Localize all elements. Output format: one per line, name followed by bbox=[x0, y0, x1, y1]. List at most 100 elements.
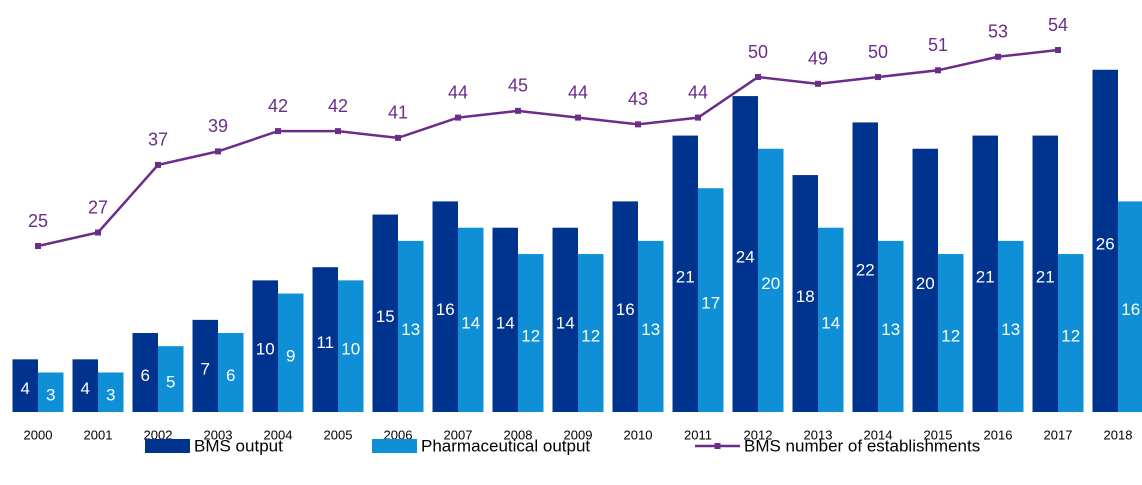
x-tick-label: 2010 bbox=[624, 427, 653, 442]
line-marker bbox=[215, 148, 221, 155]
bar bbox=[972, 135, 998, 412]
line-marker bbox=[35, 243, 41, 250]
data-label: 18 bbox=[796, 287, 815, 306]
data-label: 14 bbox=[556, 313, 575, 332]
bar bbox=[192, 319, 218, 412]
data-label: 42 bbox=[268, 96, 288, 116]
data-label: 43 bbox=[628, 89, 648, 109]
data-label: 44 bbox=[568, 82, 588, 102]
bar bbox=[492, 227, 518, 412]
data-label: 41 bbox=[388, 103, 408, 123]
bar bbox=[998, 240, 1024, 412]
bar bbox=[1058, 254, 1084, 412]
bar bbox=[1092, 69, 1118, 412]
data-label: 22 bbox=[856, 261, 875, 280]
data-label: 15 bbox=[376, 307, 395, 326]
bar bbox=[12, 359, 38, 412]
data-label: 21 bbox=[1036, 267, 1055, 286]
data-label: 51 bbox=[928, 35, 948, 55]
data-label: 10 bbox=[256, 340, 275, 359]
data-label: 50 bbox=[868, 42, 888, 62]
bar bbox=[758, 148, 784, 412]
x-tick-label: 2014 bbox=[864, 427, 893, 442]
x-tick-label: 2000 bbox=[24, 427, 53, 442]
x-tick-label: 2009 bbox=[564, 427, 593, 442]
data-label: 4 bbox=[21, 379, 30, 398]
line-marker bbox=[335, 128, 341, 135]
data-label: 17 bbox=[701, 294, 720, 313]
data-label: 3 bbox=[46, 386, 55, 405]
bar bbox=[732, 96, 758, 413]
legend-label: Pharmaceutical output bbox=[421, 436, 590, 455]
legend-label: BMS output bbox=[194, 436, 283, 455]
legend-swatch bbox=[714, 443, 721, 449]
line-marker bbox=[875, 74, 881, 81]
line-marker bbox=[515, 107, 521, 114]
x-tick-label: 2011 bbox=[684, 427, 712, 442]
data-label: 14 bbox=[461, 313, 480, 332]
data-label: 3 bbox=[106, 386, 115, 405]
bar bbox=[518, 254, 544, 412]
data-label: 44 bbox=[688, 82, 708, 102]
bar bbox=[398, 240, 424, 412]
bar bbox=[312, 267, 338, 412]
data-label: 25 bbox=[28, 211, 48, 231]
bar bbox=[218, 333, 244, 412]
x-tick-label: 2003 bbox=[204, 427, 233, 442]
data-label: 50 bbox=[748, 42, 768, 62]
line-marker bbox=[575, 114, 581, 121]
data-label: 42 bbox=[328, 96, 348, 116]
line-marker bbox=[95, 229, 101, 236]
data-label: 54 bbox=[1048, 15, 1068, 35]
line-marker bbox=[455, 114, 461, 121]
data-label: 11 bbox=[316, 333, 334, 352]
x-tick-label: 2018 bbox=[1104, 427, 1133, 442]
data-label: 13 bbox=[881, 320, 900, 339]
line-marker bbox=[935, 67, 941, 74]
legend-swatch bbox=[145, 439, 190, 453]
data-label: 10 bbox=[341, 340, 360, 359]
bar bbox=[278, 293, 304, 412]
bar bbox=[698, 188, 724, 412]
data-label: 16 bbox=[616, 300, 635, 319]
data-label: 49 bbox=[808, 49, 828, 69]
x-tick-label: 2012 bbox=[744, 427, 773, 442]
data-label: 21 bbox=[676, 267, 695, 286]
x-tick-label: 2006 bbox=[384, 427, 413, 442]
x-tick-label: 2005 bbox=[324, 427, 353, 442]
bar bbox=[1118, 201, 1142, 412]
data-label: 7 bbox=[201, 359, 210, 378]
line-marker bbox=[275, 128, 281, 135]
data-label: 13 bbox=[641, 320, 660, 339]
data-label: 45 bbox=[508, 76, 528, 96]
bar bbox=[98, 372, 124, 412]
data-label: 4 bbox=[81, 379, 90, 398]
bar bbox=[818, 227, 844, 412]
bar bbox=[852, 122, 878, 412]
data-label: 13 bbox=[1001, 320, 1020, 339]
bar bbox=[792, 175, 818, 412]
x-tick-label: 2001 bbox=[84, 427, 113, 442]
data-label: 14 bbox=[496, 313, 515, 332]
data-label: 16 bbox=[436, 300, 455, 319]
legend-swatch bbox=[372, 439, 417, 453]
bar bbox=[432, 201, 458, 412]
x-tick-label: 2008 bbox=[504, 427, 533, 442]
line-marker bbox=[995, 53, 1001, 60]
data-label: 27 bbox=[88, 197, 108, 217]
data-label: 5 bbox=[166, 373, 175, 392]
data-label: 26 bbox=[1096, 234, 1115, 253]
data-label: 24 bbox=[736, 248, 755, 267]
x-tick-label: 2016 bbox=[984, 427, 1013, 442]
data-label: 44 bbox=[448, 82, 468, 102]
bar bbox=[912, 148, 938, 412]
bar bbox=[552, 227, 578, 412]
bar bbox=[938, 254, 964, 412]
bar bbox=[132, 333, 158, 412]
data-label: 12 bbox=[521, 327, 540, 346]
line-marker bbox=[695, 114, 701, 121]
bar bbox=[878, 240, 904, 412]
bar bbox=[672, 135, 698, 412]
data-label: 21 bbox=[976, 267, 995, 286]
